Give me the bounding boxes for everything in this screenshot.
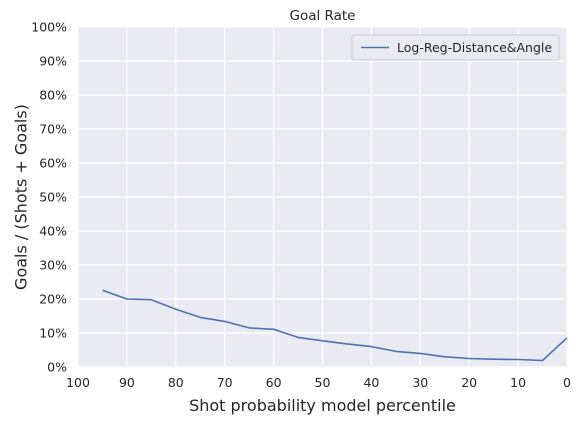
legend-box [351,34,560,61]
chart-title: Goal Rate [290,8,356,24]
y-tick-label: 50% [39,190,67,205]
x-tick-label: 100 [66,375,90,390]
x-axis-ticks: 100 90 80 70 60 50 40 30 20 10 0 [66,375,571,390]
series-layer [102,289,568,362]
x-tick-label: 30 [412,375,428,390]
x-tick-label: 10 [510,375,526,390]
y-tick-label: 80% [39,88,67,103]
x-tick-label: 20 [461,375,477,390]
x-tick-label: 0 [563,375,571,390]
x-tick-label: 50 [315,375,331,390]
y-tick-label: 60% [39,156,67,171]
x-tick-label: 90 [119,375,135,390]
series-line [102,289,568,362]
y-axis-ticks: 0% 10% 20% 30% 40% 50% 60% 70% 80% 90% 100% [31,20,67,375]
y-tick-label: 20% [39,292,67,307]
grid [77,26,568,368]
x-axis-title: Shot probability model percentile [189,396,456,415]
y-tick-label: 100% [31,20,67,35]
legend-label: Log-Reg-Distance&Angle [397,40,552,55]
y-tick-label: 70% [39,122,67,137]
x-tick-label: 60 [266,375,282,390]
x-tick-label: 80 [168,375,184,390]
x-tick-label: 40 [363,375,379,390]
x-tick-label: 70 [217,375,233,390]
y-tick-label: 0% [47,360,67,375]
legend: Log-Reg-Distance&Angle [351,34,560,61]
y-tick-label: 10% [39,326,67,341]
y-axis-title: Goals / (Shots + Goals) [12,104,31,290]
y-tick-label: 30% [39,258,67,273]
y-tick-label: 90% [39,54,67,69]
y-tick-label: 40% [39,224,67,239]
